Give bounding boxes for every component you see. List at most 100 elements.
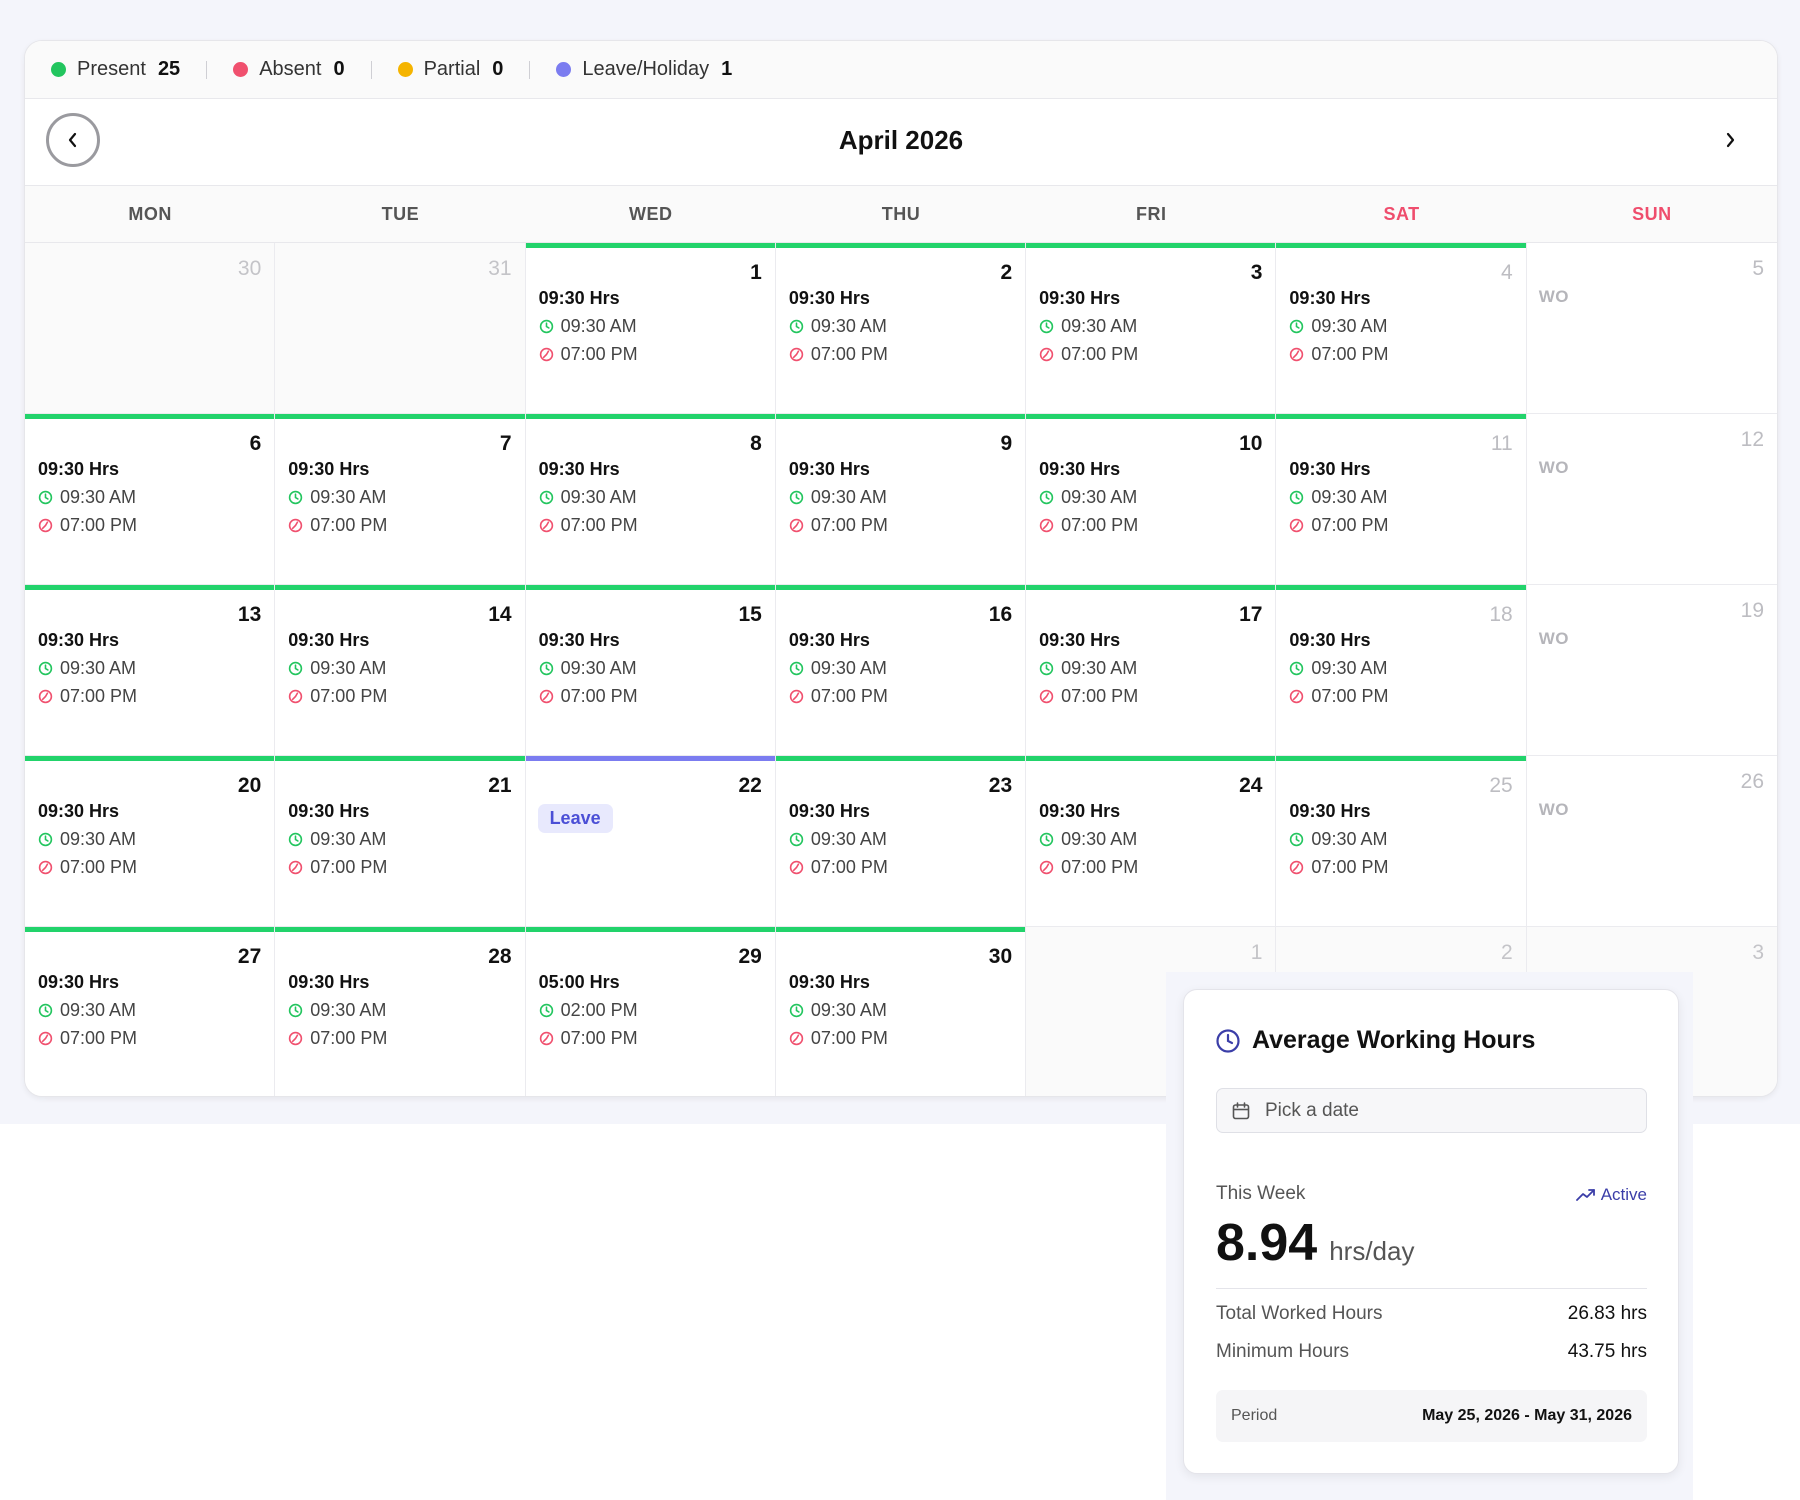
calendar-day-cell[interactable]: 23 09:30 Hrs 09:30 AM 07:00 PM xyxy=(775,756,1027,927)
check-in-time: 09:30 AM xyxy=(1039,829,1137,850)
worked-hours: 09:30 Hrs xyxy=(788,459,870,479)
check-in-value: 09:30 AM xyxy=(560,658,637,678)
clock-out-icon xyxy=(289,860,303,875)
clock-out-icon xyxy=(289,518,303,533)
clock-in-icon xyxy=(789,661,804,676)
worked-hours: 05:00 Hrs xyxy=(538,972,620,992)
calendar-day-cell[interactable]: 10 09:30 Hrs 09:30 AM 07:00 PM xyxy=(1026,414,1277,585)
calendar-day-cell[interactable]: 21 09:30 Hrs 09:30 AM 07:00 PM xyxy=(275,756,526,927)
calendar-day-cell[interactable]: 9 09:30 Hrs 09:30 AM 07:00 PM xyxy=(775,414,1027,585)
clock-in-icon xyxy=(38,490,53,505)
calendar-day-cell[interactable]: 13 09:30 Hrs 09:30 AM 07:00 PM xyxy=(25,585,276,756)
check-in-time: 09:30 AM xyxy=(1289,829,1387,850)
calendar-day-cell[interactable]: 29 05:00 Hrs 02:00 PM 07:00 PM xyxy=(525,927,776,1096)
check-in-value: 09:30 AM xyxy=(1311,487,1388,507)
check-in-value: 09:30 AM xyxy=(560,487,637,507)
calendar-day-grid: 30 31 1 09:30 Hrs 09:30 AM 07:00 PM 2 09:30 Hrs… xyxy=(25,243,1777,1096)
calendar-day-cell[interactable]: 7 09:30 Hrs 09:30 AM 07:00 PM xyxy=(275,414,526,585)
calendar-day-cell[interactable]: 30 xyxy=(25,243,276,414)
calendar-day-cell[interactable]: 30 09:30 Hrs 09:30 AM 07:00 PM xyxy=(775,927,1027,1096)
check-in-time: 09:30 AM xyxy=(789,1000,887,1021)
calendar-day-cell[interactable]: 5 WO xyxy=(1526,243,1777,414)
stat-label: Minimum Hours xyxy=(1216,1341,1350,1362)
calendar-day-cell[interactable]: 17 09:30 Hrs 09:30 AM 07:00 PM xyxy=(1026,585,1277,756)
worked-hours: 09:30 Hrs xyxy=(788,288,870,308)
status-badge: Active xyxy=(1575,1185,1647,1205)
clock-in-icon xyxy=(539,1003,553,1018)
calendar-day-cell[interactable]: 11 09:30 Hrs 09:30 AM 07:00 PM xyxy=(1276,414,1527,585)
clock-in-icon xyxy=(1290,661,1304,676)
calendar-day-cell[interactable]: 2 09:30 Hrs 09:30 AM 07:00 PM xyxy=(775,243,1027,414)
clock-out-icon xyxy=(1290,689,1304,704)
weekly-off-label: WO xyxy=(1538,458,1569,477)
check-out-value: 07:00 PM xyxy=(560,686,638,706)
day-number: 17 xyxy=(1239,603,1263,626)
chevron-right-icon xyxy=(1726,132,1735,148)
calendar-day-cell[interactable]: 8 09:30 Hrs 09:30 AM 07:00 PM xyxy=(525,414,776,585)
clock-out-icon xyxy=(1039,518,1054,533)
worked-hours: 09:30 Hrs xyxy=(1039,630,1121,650)
day-number: 4 xyxy=(1501,261,1513,284)
day-number: 5 xyxy=(1752,257,1764,280)
check-in-time: 09:30 AM xyxy=(1289,658,1387,679)
check-out-time: 07:00 PM xyxy=(1289,515,1388,536)
worked-hours: 09:30 Hrs xyxy=(788,972,870,992)
calendar-day-cell[interactable]: 12 WO xyxy=(1526,414,1777,585)
day-number: 1 xyxy=(1250,941,1263,964)
calendar-day-cell[interactable]: 19 WO xyxy=(1526,585,1777,756)
calendar-day-cell[interactable]: 31 xyxy=(275,243,526,414)
present-status-bar xyxy=(775,927,1026,932)
present-status-bar xyxy=(775,414,1026,419)
clock-in-icon xyxy=(1039,661,1054,676)
check-in-value: 09:30 AM xyxy=(310,829,387,849)
calendar-day-cell[interactable]: 18 09:30 Hrs 09:30 AM 07:00 PM xyxy=(1276,585,1527,756)
check-in-time: 09:30 AM xyxy=(1289,316,1387,337)
day-number: 9 xyxy=(1000,432,1013,455)
check-in-value: 09:30 AM xyxy=(310,487,387,507)
clock-in-icon xyxy=(289,1003,303,1018)
calendar-day-cell[interactable]: 26 WO xyxy=(1526,756,1777,927)
calendar-day-cell[interactable]: 4 09:30 Hrs 09:30 AM 07:00 PM xyxy=(1276,243,1527,414)
clock-out-icon xyxy=(1290,860,1304,875)
clock-out-icon xyxy=(38,689,53,704)
present-status-bar xyxy=(525,243,775,248)
weekday-sat: SAT xyxy=(1383,203,1420,224)
legend-absent: Absent 0 xyxy=(233,58,345,81)
check-out-value: 07:00 PM xyxy=(310,686,388,706)
present-status-bar xyxy=(275,756,525,761)
calendar-day-cell[interactable]: 20 09:30 Hrs 09:30 AM 07:00 PM xyxy=(25,756,276,927)
check-in-value: 09:30 AM xyxy=(810,487,887,507)
trending-up-icon xyxy=(1575,1189,1595,1201)
check-out-value: 07:00 PM xyxy=(60,1028,138,1048)
calendar-day-cell[interactable]: 16 09:30 Hrs 09:30 AM 07:00 PM xyxy=(775,585,1027,756)
check-in-value: 09:30 AM xyxy=(60,487,137,507)
status-label: Active xyxy=(1600,1185,1647,1204)
calendar-day-cell[interactable]: 1 09:30 Hrs 09:30 AM 07:00 PM xyxy=(525,243,776,414)
check-in-value: 09:30 AM xyxy=(1311,658,1388,678)
date-picker-input[interactable]: Pick a date xyxy=(1216,1088,1647,1133)
check-out-value: 07:00 PM xyxy=(1061,515,1139,535)
present-status-bar xyxy=(775,756,1026,761)
calendar-day-cell[interactable]: 14 09:30 Hrs 09:30 AM 07:00 PM xyxy=(275,585,526,756)
legend-count: 1 xyxy=(721,58,733,80)
next-month-button[interactable] xyxy=(1703,113,1757,167)
legend-label: Absent xyxy=(259,58,322,80)
calendar-day-cell[interactable]: 24 09:30 Hrs 09:30 AM 07:00 PM xyxy=(1026,756,1277,927)
day-number: 24 xyxy=(1239,774,1263,797)
clock-in-icon xyxy=(289,661,303,676)
check-in-time: 02:00 PM xyxy=(539,1000,638,1021)
calendar-day-cell[interactable]: 3 09:30 Hrs 09:30 AM 07:00 PM xyxy=(1026,243,1277,414)
check-out-time: 07:00 PM xyxy=(539,344,638,365)
check-out-value: 07:00 PM xyxy=(60,515,138,535)
calendar-day-cell[interactable]: 25 09:30 Hrs 09:30 AM 07:00 PM xyxy=(1276,756,1527,927)
previous-month-button[interactable] xyxy=(46,113,100,167)
present-status-bar xyxy=(525,927,775,932)
calendar-day-cell[interactable]: 27 09:30 Hrs 09:30 AM 07:00 PM xyxy=(25,927,276,1096)
calendar-day-cell[interactable]: 6 09:30 Hrs 09:30 AM 07:00 PM xyxy=(25,414,276,585)
check-in-time: 09:30 AM xyxy=(789,487,887,508)
calendar-day-cell[interactable]: 15 09:30 Hrs 09:30 AM 07:00 PM xyxy=(525,585,776,756)
calendar-day-cell[interactable]: 22 Leave xyxy=(525,756,776,927)
legend-divider xyxy=(206,60,208,79)
clock-in-icon xyxy=(1039,319,1054,334)
calendar-day-cell[interactable]: 28 09:30 Hrs 09:30 AM 07:00 PM xyxy=(275,927,526,1096)
